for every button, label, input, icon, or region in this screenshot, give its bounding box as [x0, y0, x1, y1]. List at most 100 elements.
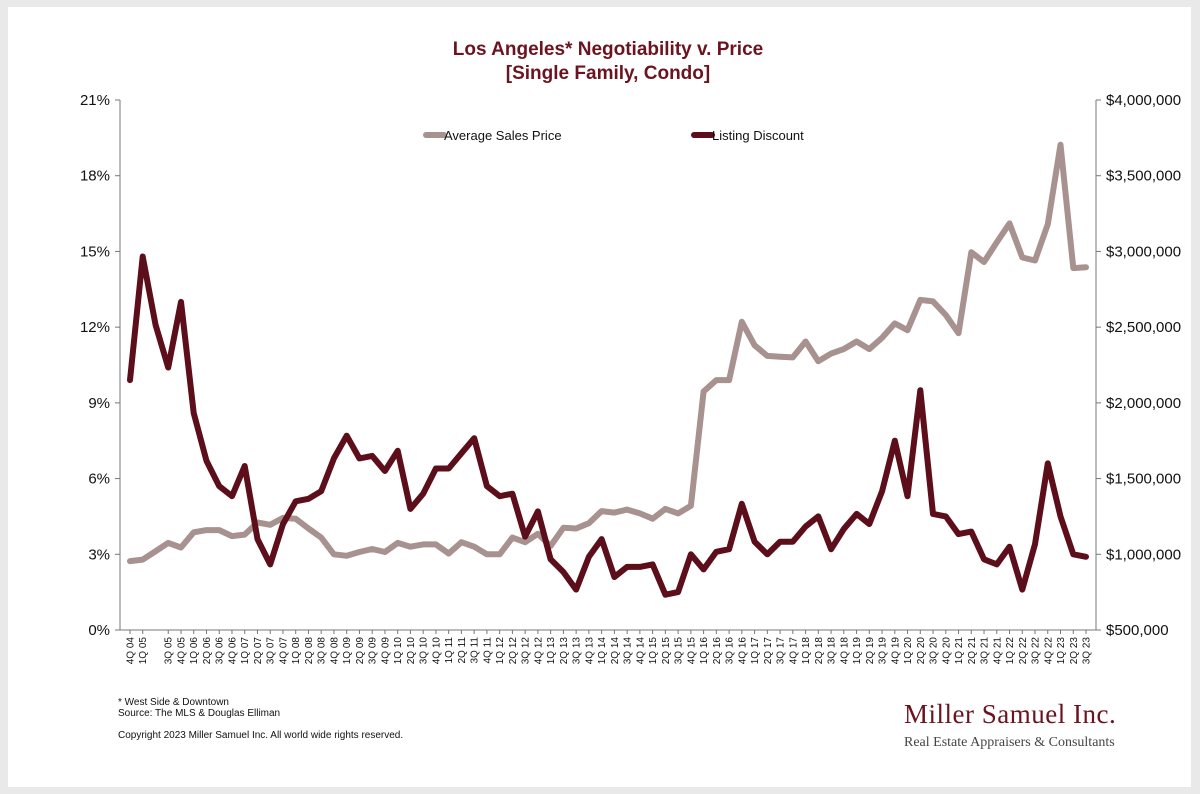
x-tick-label: 1Q 21 — [954, 637, 965, 665]
x-tick-label: 3Q 20 — [929, 637, 940, 665]
x-tick-label: 1Q 10 — [393, 637, 404, 665]
x-tick-label: 4Q 10 — [431, 637, 442, 665]
x-tick-label: 3Q 21 — [980, 637, 991, 665]
x-tick-label: 4Q 18 — [839, 637, 850, 665]
x-tick-label: 2Q 11 — [457, 637, 468, 664]
x-tick-label: 3Q 19 — [878, 637, 889, 665]
footnote-note: * West Side & Downtown — [118, 697, 229, 708]
left-tick-label: 18% — [80, 168, 110, 185]
x-tick-label: 1Q 06 — [189, 637, 200, 665]
x-tick-label: 3Q 18 — [827, 637, 838, 665]
left-tick-label: 6% — [88, 471, 110, 488]
x-tick-label: 3Q 23 — [1082, 637, 1093, 665]
x-tick-label: 2Q 07 — [253, 637, 264, 665]
x-tick-label: 1Q 09 — [342, 637, 353, 665]
x-tick-label: 2Q 08 — [304, 637, 315, 665]
x-tick-label: 1Q 05 — [138, 637, 149, 665]
x-tick-label: 4Q 04 — [126, 637, 137, 665]
x-tick-label: 3Q 11 — [470, 637, 481, 664]
x-tick-label: 4Q 09 — [380, 637, 391, 665]
x-tick-label: 4Q 17 — [788, 637, 799, 665]
x-tick-label: 2Q 21 — [967, 637, 978, 665]
right-tick-label: $500,000 — [1106, 622, 1169, 639]
right-tick-label: $2,000,000 — [1106, 395, 1181, 412]
chart-subtitle: [Single Family, Condo] — [506, 63, 710, 84]
x-tick-label: 4Q 13 — [584, 637, 595, 665]
left-tick-label: 3% — [88, 546, 110, 563]
x-tick-label: 2Q 13 — [559, 637, 570, 665]
legend: Average Sales Price Listing Discount — [423, 128, 804, 143]
x-tick-label: 1Q 22 — [1005, 637, 1016, 665]
x-tick-label: 2Q 19 — [865, 637, 876, 665]
x-tick-label: 1Q 16 — [699, 637, 710, 665]
right-tick-label: $1,500,000 — [1106, 471, 1181, 488]
left-tick-label: 12% — [80, 319, 110, 336]
x-tick-label: 4Q 11 — [482, 637, 493, 664]
x-tick-label: 3Q 07 — [266, 637, 277, 665]
x-tick-label: 2Q 16 — [712, 637, 723, 665]
x-tick-label: 4Q 22 — [1043, 637, 1054, 665]
x-tick-label: 4Q 15 — [686, 637, 697, 665]
x-tick-label: 1Q 12 — [495, 637, 506, 665]
x-tick-label: 3Q 15 — [674, 637, 685, 665]
x-tick-label: 3Q 10 — [419, 637, 430, 665]
x-tick-label: 2Q 15 — [661, 637, 672, 665]
x-tick-label: 4Q 06 — [227, 637, 238, 665]
brand-logo-tagline: Real Estate Appraisers & Consultants — [904, 735, 1115, 750]
x-tick-label: 4Q 07 — [278, 637, 289, 665]
x-tick-label: 2Q 06 — [202, 637, 213, 665]
x-tick-label: 3Q 14 — [623, 637, 634, 665]
series-line-listing-discount — [127, 253, 1089, 598]
x-tick-label: 4Q 16 — [737, 637, 748, 665]
left-tick-label: 9% — [88, 395, 110, 412]
x-axis-ticks: 4Q 04 1Q 05 3Q 05 4Q 05 1Q 06 2Q 06 3Q 06 4Q 06… — [126, 630, 1093, 664]
x-tick-label: 1Q 13 — [546, 637, 557, 665]
right-tick-label: $3,000,000 — [1106, 243, 1181, 260]
x-tick-label: 4Q 05 — [176, 637, 187, 665]
right-tick-label: $1,000,000 — [1106, 546, 1181, 563]
x-tick-label: 2Q 09 — [355, 637, 366, 665]
x-tick-label: 4Q 20 — [941, 637, 952, 665]
series-lines — [127, 141, 1089, 598]
x-tick-label: 2Q 12 — [508, 637, 519, 665]
x-tick-label: 3Q 05 — [164, 637, 175, 665]
x-tick-label: 3Q 13 — [572, 637, 583, 665]
x-tick-label: 1Q 23 — [1056, 637, 1067, 665]
x-tick-label: 2Q 22 — [1018, 637, 1029, 665]
x-tick-label: 2Q 17 — [763, 637, 774, 665]
x-tick-label: 4Q 19 — [890, 637, 901, 665]
right-tick-label: $4,000,000 — [1106, 92, 1181, 109]
x-tick-label: 2Q 23 — [1069, 637, 1080, 665]
x-tick-label: 4Q 14 — [635, 637, 646, 665]
x-tick-label: 1Q 11 — [444, 637, 455, 664]
footnote-copyright: Copyright 2023 Miller Samuel Inc. All wo… — [118, 730, 404, 741]
x-tick-label: 3Q 22 — [1031, 637, 1042, 665]
left-tick-label: 0% — [88, 622, 110, 639]
x-tick-label: 3Q 17 — [776, 637, 787, 665]
x-tick-label: 3Q 08 — [317, 637, 328, 665]
x-tick-label: 1Q 08 — [291, 637, 302, 665]
footnote-source: Source: The MLS & Douglas Elliman — [118, 708, 281, 719]
x-tick-label: 4Q 21 — [992, 637, 1003, 665]
x-tick-label: 1Q 14 — [597, 637, 608, 665]
x-tick-label: 1Q 18 — [801, 637, 812, 665]
chart-card: Los Angeles* Negotiability v. Price [Sin… — [8, 7, 1191, 787]
series-line-average-sales-price — [127, 141, 1089, 565]
left-tick-label: 15% — [80, 243, 110, 260]
legend-label-listing-discount: Listing Discount — [712, 128, 804, 143]
left-tick-label: 21% — [80, 92, 110, 109]
x-tick-label: 2Q 20 — [916, 637, 927, 665]
x-tick-label: 1Q 20 — [903, 637, 914, 665]
x-tick-label: 4Q 08 — [329, 637, 340, 665]
chart-title: Los Angeles* Negotiability v. Price — [453, 39, 763, 60]
right-tick-label: $2,500,000 — [1106, 319, 1181, 336]
legend-label-average-sales-price: Average Sales Price — [444, 128, 562, 143]
chart: Los Angeles* Negotiability v. Price [Sin… — [80, 39, 1181, 664]
x-tick-label: 3Q 06 — [215, 637, 226, 665]
right-tick-label: $3,500,000 — [1106, 168, 1181, 185]
x-tick-label: 3Q 09 — [368, 637, 379, 665]
x-tick-label: 1Q 17 — [750, 637, 761, 665]
x-tick-label: 3Q 16 — [725, 637, 736, 665]
brand-logo-name: Miller Samuel Inc. — [904, 699, 1117, 729]
x-tick-label: 2Q 10 — [406, 637, 417, 665]
